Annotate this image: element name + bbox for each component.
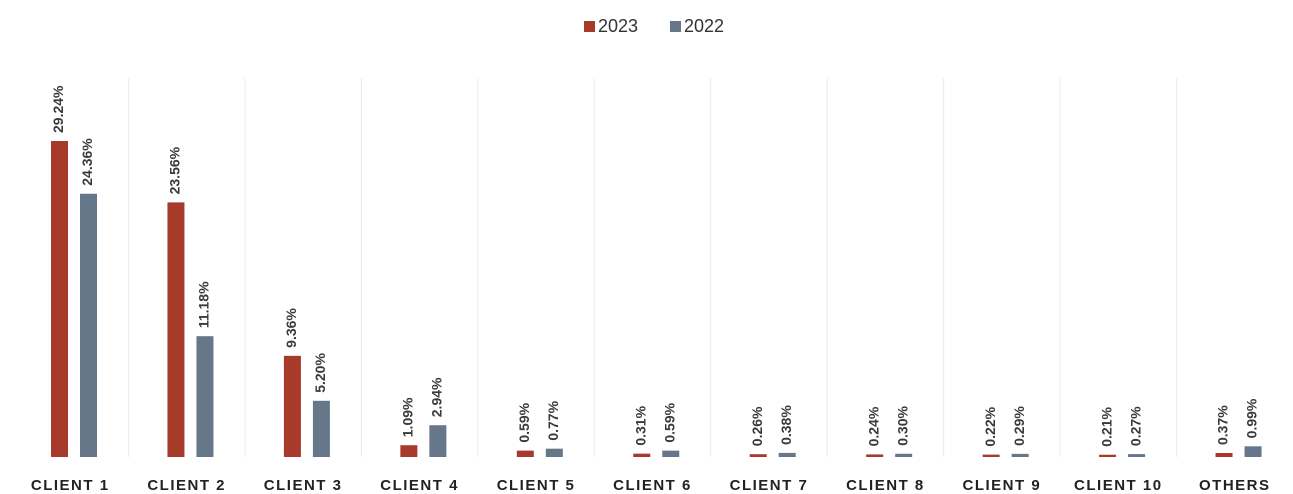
value-label: 0.38% xyxy=(778,405,794,445)
bar xyxy=(545,448,563,457)
x-tick-label: OTHERS xyxy=(1199,477,1271,494)
value-label: 24.36% xyxy=(79,138,95,186)
bar xyxy=(982,454,1000,457)
x-tick-label: CLIENT 1 xyxy=(31,477,110,494)
x-tick-label: CLIENT 7 xyxy=(730,477,809,494)
value-label: 1.09% xyxy=(400,397,416,437)
bar xyxy=(749,454,767,457)
legend-label: 2022 xyxy=(684,16,724,36)
value-label: 29.24% xyxy=(50,85,66,133)
bar xyxy=(429,425,447,457)
bar xyxy=(633,453,651,457)
bar xyxy=(1244,446,1262,457)
x-tick-label: CLIENT 6 xyxy=(613,477,692,494)
value-label: 0.24% xyxy=(865,406,881,446)
x-tick-label: CLIENT 10 xyxy=(1074,477,1163,494)
bar xyxy=(662,450,680,457)
value-label: 11.18% xyxy=(196,281,212,328)
value-label: 5.20% xyxy=(312,353,328,393)
bar xyxy=(312,400,330,457)
bar xyxy=(167,202,185,457)
value-label: 0.77% xyxy=(545,400,561,440)
bar xyxy=(778,452,796,457)
x-tick-label: CLIENT 3 xyxy=(264,477,343,494)
value-label: 0.22% xyxy=(982,406,998,446)
x-tick-label: CLIENT 2 xyxy=(147,477,226,494)
bar xyxy=(1099,454,1117,457)
value-label: 0.26% xyxy=(749,406,765,446)
value-label: 0.99% xyxy=(1244,398,1260,438)
bar xyxy=(51,141,68,457)
x-tick-label: CLIENT 5 xyxy=(497,477,576,494)
bar xyxy=(196,336,214,457)
legend-label: 2023 xyxy=(598,16,638,36)
bar xyxy=(866,454,884,457)
value-label: 0.59% xyxy=(516,402,532,442)
bar xyxy=(1011,453,1029,457)
legend-swatch xyxy=(670,21,681,32)
bar xyxy=(80,193,97,457)
value-label: 23.56% xyxy=(167,146,183,194)
x-tick-label: CLIENT 8 xyxy=(846,477,925,494)
bar xyxy=(400,445,418,457)
bar xyxy=(1215,453,1233,457)
bar xyxy=(283,355,301,457)
value-label: 0.21% xyxy=(1098,406,1114,446)
value-label: 9.36% xyxy=(283,308,299,348)
value-label: 0.37% xyxy=(1215,405,1231,445)
value-label: 0.30% xyxy=(894,406,910,446)
legend-swatch xyxy=(584,21,595,32)
value-label: 2.94% xyxy=(429,377,445,417)
x-tick-label: CLIENT 4 xyxy=(380,477,459,494)
bar xyxy=(1128,454,1146,457)
bar xyxy=(516,450,534,457)
value-label: 0.59% xyxy=(661,402,677,442)
value-label: 0.27% xyxy=(1127,406,1143,446)
x-tick-label: CLIENT 9 xyxy=(963,477,1042,494)
bar xyxy=(895,453,913,457)
value-label: 0.31% xyxy=(632,405,648,445)
value-label: 0.29% xyxy=(1011,406,1027,446)
